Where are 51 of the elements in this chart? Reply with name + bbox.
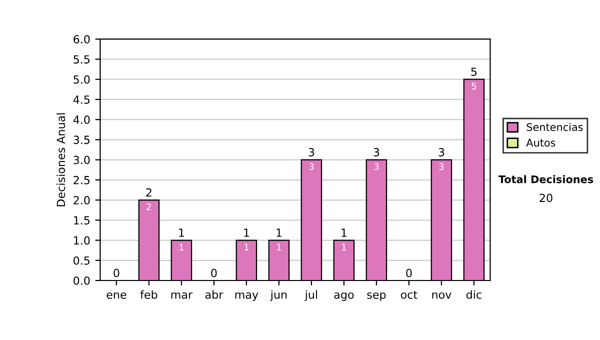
x-tick-label: sep	[367, 292, 386, 301]
x-tick-label: ene	[106, 292, 126, 299]
x-tick-label: dic	[466, 290, 482, 299]
y-tick-label: 1.0	[74, 236, 90, 245]
y-tick-label: 2.0	[74, 196, 90, 204]
total-label: 1	[179, 228, 184, 237]
y-tick-label: 5.5	[74, 55, 90, 64]
total-label: 1	[244, 228, 249, 237]
data-label: 3	[309, 163, 314, 170]
y-tick-label: 3.0	[74, 156, 90, 164]
x-tick-label: may	[235, 292, 258, 301]
total-label: 0	[406, 268, 412, 278]
x-tick-label: ago	[334, 292, 354, 301]
data-label: 1	[342, 244, 346, 250]
total-label: 1	[342, 228, 346, 237]
y-tick-label: 4.5	[73, 96, 90, 104]
y-tick-label: 4.0	[73, 116, 90, 124]
total-label: 5	[471, 68, 477, 76]
data-label: 3	[439, 163, 444, 170]
total-label: 3	[374, 148, 380, 156]
y-tick-label: 0.0	[74, 276, 90, 285]
y-tick-label: 0.5	[74, 256, 90, 265]
data-label: 1	[180, 244, 184, 250]
y-tick-label: 1.5	[74, 216, 90, 225]
y-tick-label: 3.5	[74, 136, 90, 144]
data-label: 2	[146, 203, 151, 210]
x-tick-label: nov	[432, 292, 452, 299]
y-tick-label: 6.0	[74, 35, 90, 44]
total-label: 3	[438, 148, 444, 156]
data-label: 3	[374, 163, 379, 170]
total-label: 0	[114, 268, 120, 278]
x-tick-label: jun	[270, 290, 287, 301]
x-tick-label: jul	[304, 290, 318, 301]
x-tick-label: mar	[171, 292, 193, 299]
x-tick-label: feb	[140, 290, 158, 299]
data-label: 1	[244, 244, 248, 250]
y-axis-title: Decisiones Anual	[56, 113, 66, 206]
total-label: 3	[308, 148, 314, 156]
text: Total Decisiones	[498, 175, 594, 184]
x-tick-label: abr	[205, 290, 224, 299]
legend-label: Sentencias	[526, 122, 583, 132]
data-label: 1	[277, 244, 281, 250]
y-tick-label: 2.5	[74, 176, 90, 184]
y-tick-label: 5.0	[74, 75, 90, 84]
total-label: 2	[146, 188, 152, 197]
legend-label: Autos	[526, 138, 556, 147]
text: 20	[540, 194, 552, 202]
data-label: 5	[472, 82, 476, 90]
x-tick-label: oct	[400, 290, 418, 299]
total-label: 1	[276, 228, 282, 237]
total-label: 0	[211, 268, 217, 278]
